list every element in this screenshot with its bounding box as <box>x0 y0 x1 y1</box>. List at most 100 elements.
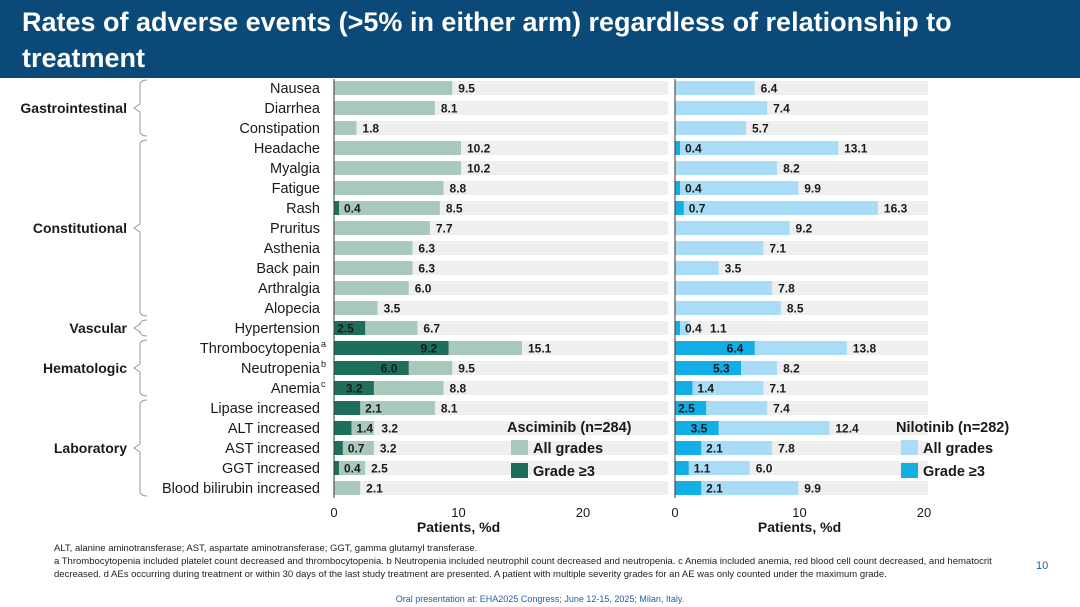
asciminib-all-grades-label-ggt-increased: 2.5 <box>371 462 388 476</box>
asciminib-all-grades-bar-diarrhea <box>334 101 435 115</box>
row-band-asciminib <box>334 121 668 135</box>
asciminib-all-grades-label-diarrhea: 8.1 <box>441 102 458 116</box>
nilotinib-all-grades-bar-arthralgia <box>675 281 773 295</box>
category-label-back-pain: Back pain <box>256 261 320 277</box>
category-label-thrombocytopenia: Thrombocytopenia <box>200 341 321 357</box>
nilotinib-all-grades-bar-back-pain <box>675 261 719 275</box>
asciminib-all-grades-label-headache: 10.2 <box>467 142 491 156</box>
title-bar: Rates of adverse events (>5% in either a… <box>0 0 1080 78</box>
asciminib-grade3-label-alt-increased: 1.4 <box>356 422 373 436</box>
nilotinib-all-grades-label-anemia: 7.1 <box>769 382 786 396</box>
asciminib-all-grades-label-pruritus: 7.7 <box>436 222 453 236</box>
nilotinib-grade3-bar-hypertension <box>675 321 680 335</box>
nilotinib-all-grades-label-back-pain: 3.5 <box>725 262 742 276</box>
nilotinib-all-grades-label-blood-bilirubin-increased: 9.9 <box>804 482 821 496</box>
asciminib-grade3-bar-lipase-increased <box>334 401 361 415</box>
nilotinib-grade3-label-rash: 0.7 <box>689 202 706 216</box>
asciminib-grade3-label-anemia: 3.2 <box>346 382 363 396</box>
asciminib-all-grades-label-neutropenia: 9.5 <box>458 362 475 376</box>
category-label-hypertension: Hypertension <box>235 321 320 337</box>
row-band-asciminib <box>334 241 668 255</box>
asciminib-all-grades-label-rash: 8.5 <box>446 202 463 216</box>
nilotinib-all-grades-label-myalgia: 8.2 <box>783 162 800 176</box>
asciminib-grade3-bar-anemia <box>334 381 374 395</box>
category-label-ggt-increased: GGT increased <box>222 461 320 477</box>
nilotinib-x-tick-label-0: 0 <box>671 505 678 520</box>
nilotinib-grade3-label-neutropenia: 5.3 <box>713 362 730 376</box>
asciminib-all-grades-label-thrombocytopenia: 15.1 <box>528 342 552 356</box>
category-label-diarrhea: Diarrhea <box>264 101 321 117</box>
asciminib-grade3-label-rash: 0.4 <box>344 202 361 216</box>
category-label-lipase-increased: Lipase increased <box>210 401 320 417</box>
nilotinib-all-grades-bar-constipation <box>675 121 746 135</box>
row-band-nilotinib <box>675 321 928 335</box>
nilotinib-all-grades-label-hypertension: 1.1 <box>710 322 727 336</box>
category-label-alt-increased: ALT increased <box>228 421 320 437</box>
asciminib-all-grades-bar-alopecia <box>334 301 378 315</box>
nilotinib-grade3-label-fatigue: 0.4 <box>685 182 702 196</box>
nilotinib-all-grades-label-thrombocytopenia: 13.8 <box>853 342 877 356</box>
asciminib-legend-swatch-grade3 <box>511 463 528 478</box>
nilotinib-grade3-bar-fatigue <box>675 181 680 195</box>
asciminib-grade3-bar-ast-increased <box>334 441 343 455</box>
row-band-asciminib <box>334 281 668 295</box>
asciminib-legend-label-all-grades: All grades <box>533 441 603 457</box>
category-label-headache: Headache <box>254 141 320 157</box>
nilotinib-all-grades-bar-ggt-increased <box>675 461 750 475</box>
asciminib-legend-title: Asciminib (n=284) <box>507 420 632 436</box>
asciminib-all-grades-bar-asthenia <box>334 241 413 255</box>
nilotinib-grade3-label-alt-increased: 3.5 <box>691 422 708 436</box>
asciminib-all-grades-bar-ggt-increased <box>334 461 366 475</box>
asciminib-all-grades-label-anemia: 8.8 <box>450 382 467 396</box>
nilotinib-grade3-bar-anemia <box>675 381 693 395</box>
page-number: 10 <box>1036 560 1049 572</box>
nilotinib-all-grades-label-alt-increased: 12.4 <box>835 422 859 436</box>
category-label-pruritus: Pruritus <box>270 221 320 237</box>
category-label-ast-increased: AST increased <box>225 441 320 457</box>
nilotinib-all-grades-label-ggt-increased: 6.0 <box>756 462 773 476</box>
asciminib-all-grades-bar-constipation <box>334 121 357 135</box>
nilotinib-all-grades-bar-headache <box>675 141 839 155</box>
nilotinib-all-grades-label-ast-increased: 7.8 <box>778 442 795 456</box>
group-bracket-hematologic <box>133 339 148 397</box>
asciminib-all-grades-bar-arthralgia <box>334 281 409 295</box>
row-band-asciminib <box>334 441 668 455</box>
nilotinib-legend-label-grade3: Grade ≥3 <box>923 464 985 480</box>
nilotinib-legend-swatch-all-grades <box>901 440 918 455</box>
group-label-vascular: Vascular <box>69 320 127 336</box>
row-band-asciminib <box>334 301 668 315</box>
nilotinib-x-axis-title: Patients, %d <box>758 519 841 535</box>
presentation-note: Oral presentation at: EHA2025 Congress; … <box>395 594 685 604</box>
nilotinib-all-grades-label-lipase-increased: 7.4 <box>773 402 790 416</box>
nilotinib-grade3-label-ast-increased: 2.1 <box>706 442 723 456</box>
nilotinib-all-grades-label-alopecia: 8.5 <box>787 302 804 316</box>
group-bracket-vascular <box>133 319 148 337</box>
nilotinib-grade3-bar-alt-increased <box>675 421 719 435</box>
nilotinib-grade3-bar-ggt-increased <box>675 461 689 475</box>
asciminib-x-tick-label-0: 0 <box>330 505 337 520</box>
asciminib-all-grades-label-alopecia: 3.5 <box>384 302 401 316</box>
asciminib-all-grades-label-arthralgia: 6.0 <box>415 282 432 296</box>
nilotinib-all-grades-bar-fatigue <box>675 181 799 195</box>
row-band-asciminib <box>334 421 668 435</box>
nilotinib-all-grades-bar-myalgia <box>675 161 778 175</box>
footnote-abbreviations: ALT, alanine aminotransferase; AST, aspa… <box>54 543 478 554</box>
nilotinib-legend-swatch-grade3 <box>901 463 918 478</box>
nilotinib-grade3-label-lipase-increased: 2.5 <box>678 402 695 416</box>
nilotinib-legend-title: Nilotinib (n=282) <box>896 420 1009 436</box>
asciminib-all-grades-label-constipation: 1.8 <box>362 122 379 136</box>
nilotinib-x-tick-label-10: 10 <box>792 505 806 520</box>
nilotinib-all-grades-bar-nausea <box>675 81 755 95</box>
row-band-nilotinib <box>675 261 928 275</box>
category-superscript-anemia: c <box>321 379 326 389</box>
row-band-asciminib <box>334 461 668 475</box>
slide-title: Rates of adverse events (>5% in either a… <box>22 7 952 73</box>
category-label-constipation: Constipation <box>239 121 320 137</box>
category-label-alopecia: Alopecia <box>264 301 321 317</box>
nilotinib-all-grades-label-diarrhea: 7.4 <box>773 102 790 116</box>
asciminib-legend-label-grade3: Grade ≥3 <box>533 464 595 480</box>
asciminib-grade3-bar-rash <box>334 201 339 215</box>
nilotinib-grade3-bar-blood-bilirubin-increased <box>675 481 702 495</box>
asciminib-all-grades-bar-ast-increased <box>334 441 374 455</box>
nilotinib-all-grades-label-rash: 16.3 <box>884 202 908 216</box>
